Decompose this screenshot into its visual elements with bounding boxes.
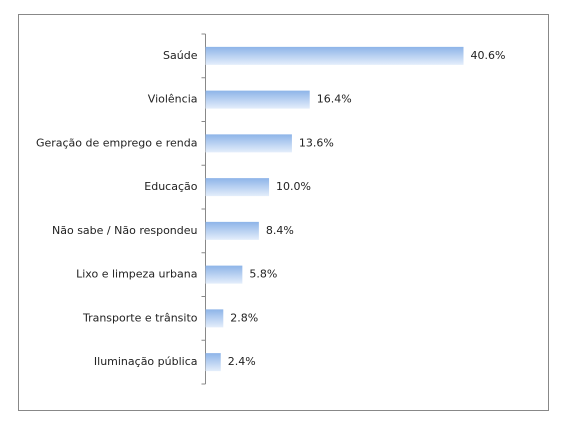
y-tick-label: Transporte e trânsito — [82, 311, 198, 324]
data-label: 40.6% — [471, 49, 506, 62]
y-tick-label: Saúde — [163, 49, 198, 62]
chart-frame — [18, 14, 549, 411]
bar — [205, 265, 243, 284]
bar — [205, 309, 224, 328]
data-label: 13.6% — [299, 136, 334, 149]
y-tick-label: Iluminação pública — [94, 355, 198, 368]
data-label: 2.4% — [228, 355, 256, 368]
bar — [205, 134, 292, 153]
y-tick-label: Educação — [144, 180, 197, 193]
data-label: 2.8% — [230, 311, 258, 324]
y-tick-label: Geração de emprego e renda — [36, 136, 198, 149]
data-label: 8.4% — [266, 224, 294, 237]
bar — [205, 90, 310, 109]
data-label: 5.8% — [249, 268, 277, 281]
bar — [205, 46, 464, 65]
y-tick-label: Lixo e limpeza urbana — [76, 268, 197, 281]
data-label: 10.0% — [276, 180, 311, 193]
y-tick-label: Não sabe / Não respondeu — [52, 224, 198, 237]
bar — [205, 178, 270, 197]
data-label: 16.4% — [317, 93, 352, 106]
bar — [205, 221, 259, 240]
y-tick-label: Violência — [148, 93, 198, 106]
bar — [205, 353, 221, 372]
